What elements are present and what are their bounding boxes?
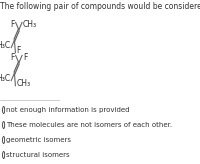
Text: F: F xyxy=(16,46,21,55)
Text: F: F xyxy=(10,20,15,29)
Text: The following pair of compounds would be considered what type of isomers?: The following pair of compounds would be… xyxy=(0,2,200,11)
Text: H₃C: H₃C xyxy=(0,41,10,50)
Text: H₃C: H₃C xyxy=(0,74,10,83)
Text: CH₃: CH₃ xyxy=(16,79,30,88)
Text: F: F xyxy=(23,53,27,62)
Text: geometric isomers: geometric isomers xyxy=(6,137,71,143)
Text: CH₃: CH₃ xyxy=(23,20,37,29)
Text: not enough information is provided: not enough information is provided xyxy=(6,107,129,113)
Text: These molecules are not isomers of each other.: These molecules are not isomers of each … xyxy=(6,122,172,128)
Text: structural isomers: structural isomers xyxy=(6,152,69,158)
Text: F: F xyxy=(10,53,15,62)
